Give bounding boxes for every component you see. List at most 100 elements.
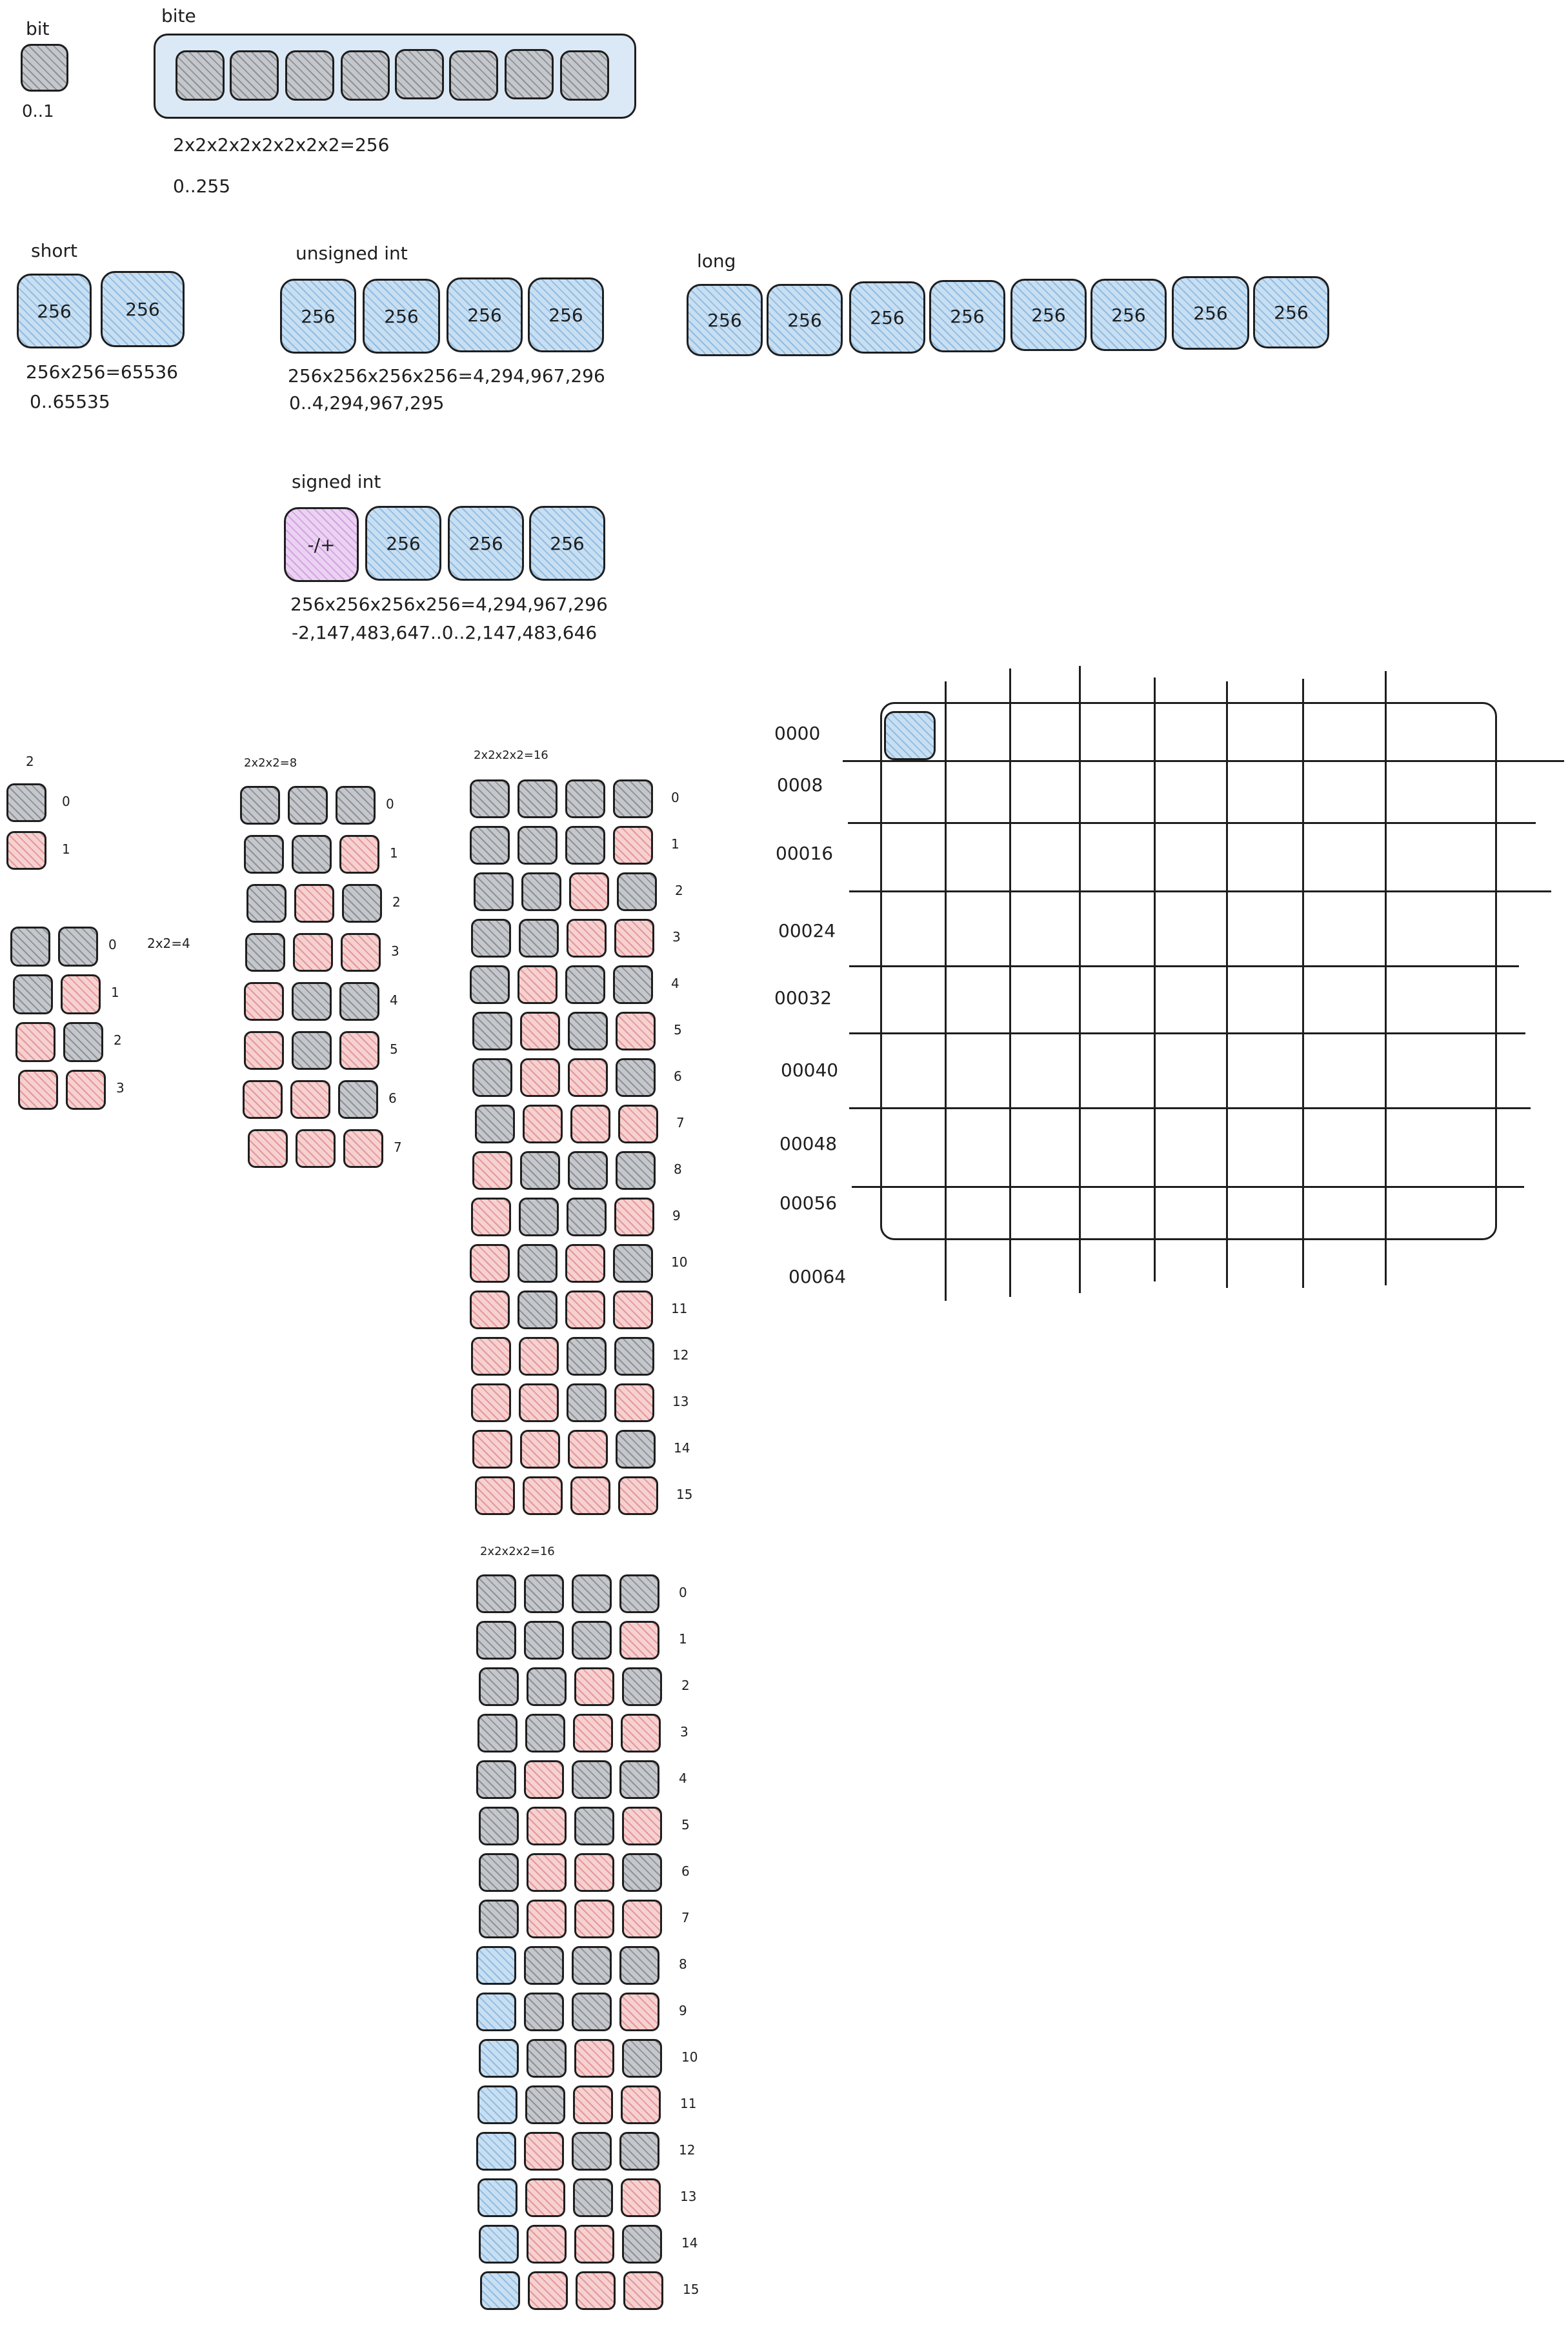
bite-bit-cell: [560, 50, 609, 101]
bit-one-cell: [520, 1012, 560, 1050]
bit-zero-cell: [622, 1667, 662, 1706]
sign-bit-cell: -/+: [284, 507, 359, 582]
bit-zero-cell: [479, 1807, 519, 1845]
bit-one-cell: [614, 1198, 654, 1236]
long-byte-cell: 256: [1172, 276, 1249, 350]
bit-one-cell: [623, 2271, 663, 2310]
memory-address-label: 00048: [779, 1133, 838, 1154]
table-row-index: 10: [681, 2049, 698, 2065]
grid-row-line: [849, 890, 1551, 892]
bit-one-cell: [621, 1714, 661, 1753]
bit-zero-cell: [524, 1574, 564, 1613]
bit-one-cell: [520, 1058, 560, 1097]
grid-row-line: [852, 1186, 1524, 1188]
bit-zero-cell: [572, 1574, 612, 1613]
bite-bit-cell: [341, 50, 390, 101]
bit-one-cell: [568, 1430, 608, 1469]
bit-one-cell: [476, 1946, 516, 1985]
bit-zero-cell: [470, 965, 510, 1004]
bit-title: bit: [26, 18, 50, 39]
bit-one-cell: [619, 1621, 659, 1660]
bit-zero-cell: [292, 982, 332, 1021]
grid-row-line: [848, 822, 1536, 824]
bit-zero-cell: [519, 919, 559, 958]
bit-one-cell: [244, 982, 284, 1021]
bite-bit-cell: [176, 50, 225, 101]
table-row-index: 11: [680, 2096, 697, 2111]
bit-zero-cell: [616, 1151, 656, 1190]
signed-int-byte-cell: 256: [365, 506, 441, 581]
bit-one-cell: [619, 1993, 659, 2031]
grid-column-line: [1079, 666, 1081, 1293]
bit-zero-cell: [518, 779, 558, 818]
bit-zero-cell: [476, 1621, 516, 1660]
table-row-index: 14: [681, 2235, 698, 2251]
bit-one-cell: [618, 1476, 658, 1515]
bit-zero-cell: [527, 1667, 567, 1706]
bit-zero-cell: [525, 1714, 565, 1753]
bit-zero-cell: [525, 2085, 565, 2124]
memory-address-label: 0008: [777, 774, 823, 796]
bite-range: 0..255: [173, 176, 231, 197]
bit-zero-cell: [613, 779, 653, 818]
bit-one-cell: [622, 1900, 662, 1938]
bit-zero-cell: [568, 1012, 608, 1050]
bit-zero-cell: [574, 1807, 614, 1845]
table-title: 2x2x2x2=16: [474, 748, 548, 762]
long-byte-cell: 256: [1091, 279, 1167, 351]
table-row-index: 8: [679, 1956, 687, 1972]
bit-zero-cell: [476, 1760, 516, 1799]
bit-zero-cell: [518, 1291, 558, 1329]
bit-zero-cell: [479, 1667, 519, 1706]
table-row-index: 7: [394, 1140, 402, 1155]
grid-column-line: [945, 681, 947, 1301]
bite-title: bite: [161, 5, 196, 26]
bit-zero-cell: [524, 1993, 564, 2031]
bit-one-cell: [523, 1105, 563, 1143]
memory-address-label: 00032: [774, 987, 832, 1009]
table-row-index: 7: [676, 1115, 685, 1130]
memory-address-label: 00016: [776, 843, 834, 864]
bit-one-cell: [470, 1291, 510, 1329]
table-row-index: 4: [671, 976, 679, 991]
bit-one-cell: [527, 1853, 567, 1892]
bit-zero-cell: [474, 872, 514, 911]
bite-bit-cell: [449, 50, 498, 101]
table-row-index: 10: [671, 1254, 688, 1270]
bit-zero-cell: [613, 965, 653, 1004]
table-row-index: 4: [679, 1771, 687, 1786]
grid-row-line: [849, 1032, 1525, 1034]
unsigned-int-byte-cell: 256: [280, 279, 356, 354]
table-row-index: 0: [671, 790, 679, 805]
bit-one-cell: [475, 1476, 515, 1515]
bit-one-cell: [574, 2039, 614, 2078]
bit-one-cell: [574, 2225, 614, 2264]
bit-one-cell: [471, 1198, 511, 1236]
bit-zero-cell: [572, 1760, 612, 1799]
table-title: 2x2=4: [147, 936, 190, 951]
bit-zero-cell: [6, 783, 46, 822]
unsigned-int-title: unsigned int: [296, 243, 408, 264]
bit-one-cell: [479, 2225, 519, 2264]
table-row-index: 1: [671, 836, 679, 852]
bit-zero-cell: [63, 1022, 103, 1062]
short-title: short: [31, 240, 77, 261]
bit-zero-cell: [527, 2039, 567, 2078]
bit-one-cell: [66, 1070, 106, 1110]
table-row-index: 2: [114, 1032, 122, 1048]
bit-zero-cell: [565, 779, 605, 818]
bit-one-cell: [6, 831, 46, 870]
bit-zero-cell: [619, 1574, 659, 1613]
table-row-index: 2: [681, 1678, 690, 1693]
bit-zero-cell: [524, 1621, 564, 1660]
bit-zero-cell: [617, 872, 657, 911]
unsigned-int-byte-cell: 256: [528, 277, 604, 352]
table-row-index: 5: [674, 1022, 682, 1038]
bit-one-cell: [573, 2085, 613, 2124]
table-row-index: 6: [681, 1863, 690, 1879]
bit-one-cell: [576, 2271, 616, 2310]
table-row-index: 1: [62, 841, 70, 857]
bit-one-cell: [477, 2085, 518, 2124]
bit-one-cell: [471, 1383, 511, 1422]
signed-int-formula: 256x256x256x256=4,294,967,296: [290, 594, 608, 615]
